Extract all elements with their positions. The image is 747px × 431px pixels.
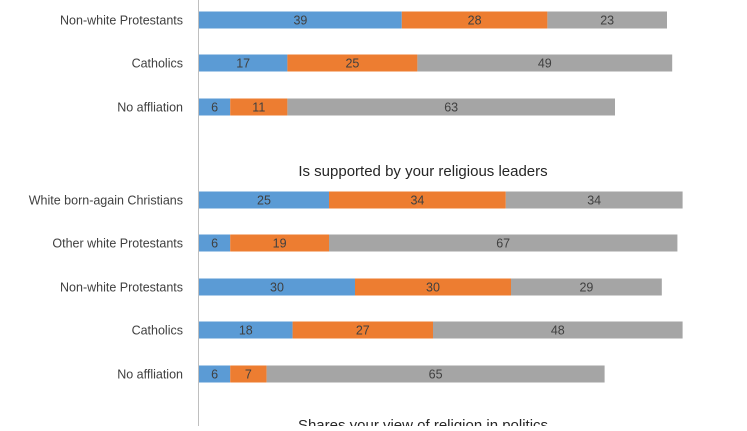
bar-segment (287, 98, 615, 116)
data-label: 6 (211, 101, 218, 115)
bar-segment (230, 365, 267, 383)
data-label: 30 (426, 281, 440, 295)
bar-segment (199, 365, 231, 383)
data-label: 18 (239, 324, 253, 338)
bar-segment (329, 191, 506, 209)
data-label: 25 (257, 194, 271, 208)
data-label: 67 (496, 237, 510, 251)
data-label: 6 (211, 237, 218, 251)
category-label: White born-again Christians (29, 194, 183, 208)
bar-segment (230, 234, 329, 252)
data-label: 39 (293, 14, 307, 28)
data-label: 65 (429, 368, 443, 382)
data-label: 7 (245, 368, 252, 382)
data-label: 17 (236, 57, 250, 71)
bar-segment (417, 54, 673, 72)
bar-segment (230, 98, 288, 116)
bar-segment (433, 321, 683, 339)
bar-segment (266, 365, 605, 383)
bar-segment (199, 234, 231, 252)
bar-segment (511, 278, 662, 296)
bar-segment (292, 321, 433, 339)
data-label: 28 (468, 14, 482, 28)
panel-title: Is supported by your religious leaders (298, 163, 547, 180)
bar-segment (547, 11, 667, 29)
bar-segment (401, 11, 548, 29)
bar-segment (199, 11, 402, 29)
data-label: 34 (410, 194, 424, 208)
data-label: 23 (600, 14, 614, 28)
bar-segment (199, 321, 293, 339)
data-label: 25 (345, 57, 359, 71)
data-label: 29 (579, 281, 593, 295)
category-label: Non-white Protestants (60, 14, 183, 28)
category-label: No affliation (117, 368, 183, 382)
bar-segment (199, 278, 355, 296)
data-label: 34 (587, 194, 601, 208)
data-label: 48 (551, 324, 565, 338)
bar-segment (329, 234, 678, 252)
bar-segment (199, 98, 231, 116)
bar-segment (199, 191, 329, 209)
data-label: 49 (538, 57, 552, 71)
category-label: No affliation (117, 101, 183, 115)
data-label: 30 (270, 281, 284, 295)
data-label: 19 (273, 237, 287, 251)
bar-segment (199, 54, 288, 72)
bar-segment (505, 191, 683, 209)
panel-title: Shares your view of religion in politics (298, 417, 548, 426)
data-label: 27 (356, 324, 370, 338)
bar-segment (287, 54, 418, 72)
data-label: 63 (444, 101, 458, 115)
category-label: Catholics (132, 324, 183, 338)
bar-segment (355, 278, 511, 296)
category-label: Other white Protestants (52, 237, 183, 251)
data-label: 6 (211, 368, 218, 382)
category-label: Catholics (132, 57, 183, 71)
data-label: 11 (252, 101, 265, 115)
category-label: Non-white Protestants (60, 281, 183, 295)
